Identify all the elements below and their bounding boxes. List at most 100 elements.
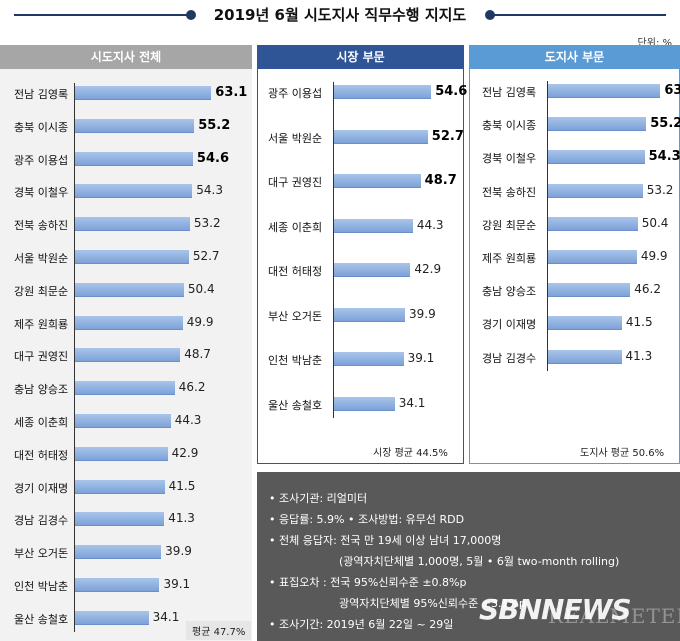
bar-value-label: 46.2 [634, 282, 661, 297]
bar-value-label: 49.9 [640, 249, 668, 263]
bar [548, 84, 661, 98]
bar [75, 414, 171, 428]
panel-all: 전남 김영록 63.1 충북 이시종 55.2 광주 이용섭 54.6 경북 이철우 54.3… [0, 69, 252, 641]
bar-category-label: 서울 박원순 [268, 131, 323, 145]
bar [75, 151, 193, 166]
bar [548, 150, 645, 165]
bar [548, 316, 622, 331]
bar [548, 216, 638, 231]
bar-value-label: 52.7 [431, 128, 464, 144]
bar-value-label: 48.7 [184, 347, 211, 362]
average-label: 도지사 평균 50.6% [580, 448, 665, 459]
bar-category-label: 강원 최문순 [482, 218, 537, 232]
bar [334, 352, 404, 366]
bar-value-label: 52.7 [192, 249, 220, 263]
bar [75, 184, 193, 199]
sbnnews-watermark: SBNNEWS [479, 593, 632, 626]
bar [548, 250, 637, 264]
bar-category-label: 광주 이용섭 [268, 87, 323, 100]
bar-category-label: 경북 이철우 [482, 152, 537, 166]
bar-category-label: 서울 박원순 [14, 252, 69, 265]
bar-value-label: 44.3 [174, 413, 202, 427]
title-rule-left [14, 14, 192, 16]
panel-mayor: 광주 이용섭 54.6 서울 박원순 52.7 대구 권영진 48.7 세종 이춘희 44.3… [257, 69, 468, 464]
bar [548, 349, 622, 364]
bar [75, 348, 181, 363]
bar [75, 282, 184, 297]
bar [75, 610, 149, 625]
bar-category-label: 경기 이재명 [482, 318, 537, 332]
bar-category-label: 부산 오거돈 [14, 547, 69, 561]
bar-category-label: 충북 이시종 [482, 119, 537, 133]
bar-value-label: 50.4 [641, 215, 669, 230]
bar-value-label: 41.5 [168, 478, 196, 493]
bar [334, 129, 428, 144]
bar [75, 479, 165, 494]
bar-category-label: 경기 이재명 [14, 481, 69, 495]
average-label: 평균 47.7% [186, 621, 252, 640]
bar-category-label: 제주 원희룡 [482, 252, 537, 265]
bar-value-label: 41.3 [168, 511, 195, 526]
bar-value-label: 54.6 [435, 84, 468, 99]
bar-category-label: 경남 김경수 [14, 514, 69, 528]
note-line: • 조사기간: 2019년 6월 22일 ~ 29일 [269, 618, 454, 631]
title-rule-right [490, 14, 666, 16]
bar-axis [74, 83, 75, 632]
bar [548, 183, 643, 198]
bar-value-label: 44.3 [416, 217, 444, 232]
bar [75, 545, 162, 560]
bar-axis [333, 82, 334, 418]
bar-category-label: 전북 송하진 [14, 219, 69, 233]
bar-value-label: 55.2 [198, 117, 231, 133]
bar-value-label: 49.9 [186, 314, 214, 329]
bar-category-label: 울산 송철호 [268, 398, 323, 412]
bar-category-label: 광주 이용섭 [14, 153, 69, 167]
bar-value-label: 42.9 [171, 445, 199, 460]
bar-category-label: 경남 김경수 [482, 351, 537, 365]
bar-value-label: 46.2 [178, 380, 206, 395]
bar-category-label: 울산 송철호 [14, 612, 69, 626]
bar [334, 218, 413, 233]
bar-category-label: 경북 이철우 [14, 186, 69, 200]
bar [75, 381, 175, 396]
bar [75, 512, 165, 527]
average-label: 시장 평균 44.5% [373, 448, 448, 459]
bar-value-label: 42.9 [414, 262, 442, 276]
bar-value-label: 39.9 [409, 306, 436, 321]
bar-category-label: 전북 송하진 [482, 185, 537, 199]
bar-value-label: 54.3 [648, 149, 680, 165]
note-line: (광역자치단체별 1,000명, 5월 • 6월 two-month rolli… [339, 555, 620, 568]
bar [75, 250, 189, 264]
bar-value-label: 48.7 [424, 173, 457, 188]
realmeter-watermark: REALMETER [548, 604, 680, 628]
survey-notes: • 조사기관: 리얼미터 • 응답률: 5.9% • 조사방법: 유무선 RDD… [257, 472, 680, 641]
bar-value-label: 34.1 [152, 609, 180, 624]
bar-value-label: 53.2 [193, 216, 221, 231]
bar-category-label: 제주 원희룡 [14, 317, 69, 331]
bar-value-label: 63.1 [215, 85, 248, 100]
panel-header-governor: 도지사 부문 [469, 45, 680, 69]
bar-category-label: 전남 김영록 [14, 88, 69, 101]
bar-category-label: 충남 양승조 [482, 285, 537, 299]
bar-category-label: 인천 박남춘 [14, 580, 69, 593]
bar-value-label: 50.4 [187, 281, 215, 296]
title-dot-left [186, 10, 196, 20]
title-bar: 2019년 6월 시도지사 직무수행 지지도 [0, 0, 680, 32]
bar [75, 315, 183, 330]
bar [334, 307, 406, 322]
bar-value-label: 39.1 [163, 577, 191, 591]
bar-category-label: 세종 이춘희 [14, 416, 69, 429]
bar [75, 86, 212, 100]
bar-value-label: 55.2 [650, 116, 680, 132]
note-line: • 표집오차 : 전국 95%신뢰수준 ±0.8%p [269, 576, 467, 589]
bar-axis [547, 81, 548, 371]
unit-label: 단위: % [637, 38, 672, 49]
bar-category-label: 대전 허태정 [268, 265, 323, 278]
bar-value-label: 53.2 [646, 182, 674, 197]
bar [334, 263, 411, 277]
bar [75, 217, 190, 232]
bar [75, 578, 160, 592]
bar [334, 85, 432, 99]
bar-category-label: 전남 김영록 [482, 86, 537, 99]
bar-value-label: 41.5 [625, 315, 653, 330]
